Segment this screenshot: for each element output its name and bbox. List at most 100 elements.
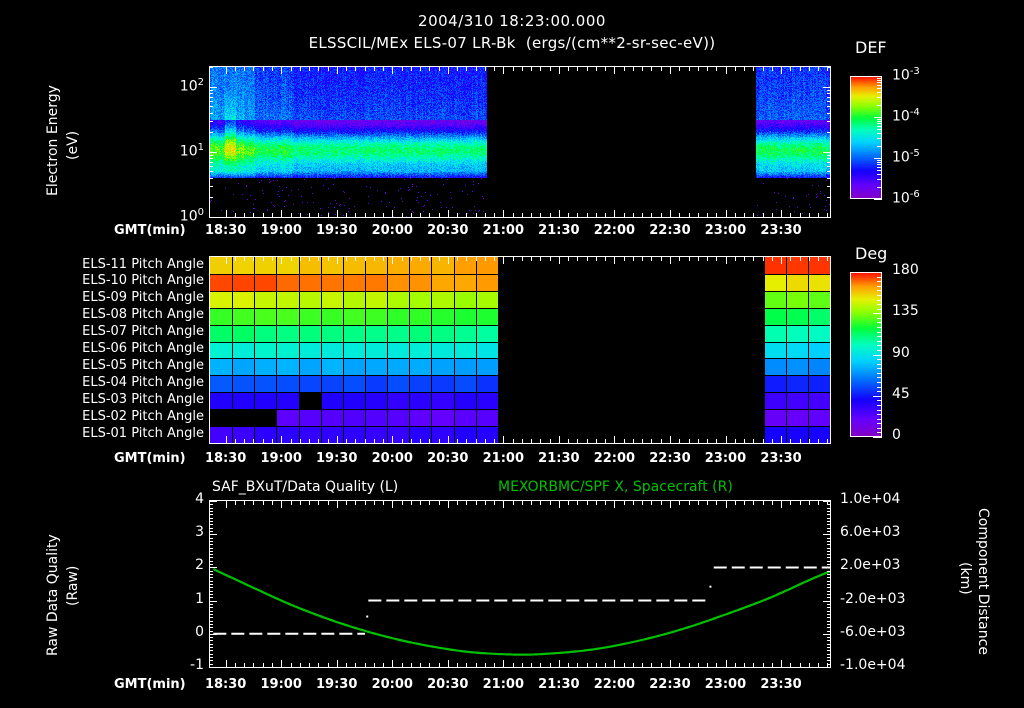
- deg-colorbar-tick: [873, 313, 882, 315]
- x-tick: [271, 257, 273, 261]
- def-colorbar-tick: [877, 138, 882, 140]
- x-tick: [651, 501, 653, 505]
- spectrogram-xtick-label: 23:30: [760, 223, 802, 238]
- ytick-exponent: 2: [197, 76, 204, 88]
- y-tick-left: [209, 587, 213, 589]
- line-ylabel-line1: Raw Data Quality: [45, 534, 61, 656]
- x-tick: [364, 663, 366, 667]
- pitch-angle-row-label: ELS-08 Pitch Angle: [82, 307, 204, 323]
- x-tick: [429, 663, 431, 667]
- x-tick: [392, 436, 394, 443]
- y-tick: [827, 177, 831, 179]
- line-xtick-label: 20:00: [371, 677, 413, 692]
- pitch-angle-xtick-label: 20:30: [427, 451, 469, 466]
- x-tick: [716, 501, 718, 505]
- x-tick: [494, 439, 496, 443]
- x-tick: [271, 213, 273, 217]
- x-tick: [660, 213, 662, 217]
- x-tick: [429, 257, 431, 261]
- spectrogram-xtick-label: 23:00: [704, 223, 747, 238]
- x-tick: [799, 439, 801, 443]
- y-tick-left: [209, 557, 213, 559]
- x-tick: [290, 439, 292, 443]
- y-tick: [209, 161, 213, 163]
- x-tick: [558, 67, 560, 74]
- x-tick: [586, 439, 588, 443]
- x-tick: [568, 439, 570, 443]
- y-tick-left: [209, 637, 213, 639]
- x-tick: [484, 213, 486, 217]
- pitch-angle-xtick-label: 21:00: [482, 451, 525, 466]
- y-tick-left: [209, 607, 213, 609]
- y-tick-right: [823, 600, 831, 602]
- x-tick: [281, 436, 283, 443]
- y-tick-right: [823, 501, 831, 502]
- y-tick-left: [209, 577, 213, 579]
- x-tick: [346, 67, 347, 71]
- y-tick-right: [827, 650, 831, 652]
- x-tick: [392, 257, 394, 264]
- x-tick: [355, 663, 357, 667]
- x-tick: [595, 67, 597, 71]
- x-tick: [660, 663, 662, 667]
- deg-colorbar-tick: [877, 414, 882, 416]
- x-tick: [753, 663, 755, 667]
- y-tick: [209, 171, 213, 173]
- y-tick: [827, 112, 831, 114]
- x-tick: [827, 439, 829, 443]
- y-tick-left: [209, 660, 213, 662]
- x-tick: [799, 257, 801, 261]
- y-tick-left: [209, 584, 213, 585]
- x-tick: [494, 663, 496, 667]
- spectrogram-xaxis-label: GMT(min): [114, 223, 186, 238]
- x-tick: [410, 67, 412, 71]
- x-tick: [632, 663, 634, 667]
- x-tick: [549, 501, 551, 505]
- x-tick: [466, 663, 468, 667]
- x-tick: [725, 210, 727, 217]
- y-tick: [827, 171, 831, 173]
- y-tick: [827, 106, 831, 108]
- x-tick: [383, 213, 384, 217]
- y-tick: [209, 166, 213, 168]
- def-colorbar-tick: [877, 174, 882, 176]
- y-tick-right: [827, 577, 831, 579]
- deg-colorbar-tick: [877, 290, 882, 292]
- x-tick: [632, 257, 634, 261]
- x-tick: [355, 213, 357, 217]
- x-tick: [818, 67, 819, 71]
- x-tick: [669, 501, 671, 508]
- x-tick: [577, 501, 579, 505]
- x-tick: [632, 501, 634, 505]
- x-tick: [605, 67, 607, 71]
- def-colorbar-tick: [877, 104, 882, 106]
- y-tick-right: [827, 630, 831, 632]
- x-tick: [651, 439, 653, 443]
- deg-colorbar-tick: [873, 272, 882, 273]
- x-tick: [734, 663, 736, 667]
- y-tick-left: [209, 544, 213, 546]
- x-tick: [679, 439, 681, 443]
- y-tick-left: [209, 504, 213, 506]
- x-tick: [707, 663, 708, 667]
- x-tick: [697, 67, 699, 71]
- line-xtick-label: 18:30: [204, 677, 247, 692]
- x-tick: [642, 663, 644, 667]
- y-tick-left: [209, 603, 213, 605]
- x-tick: [438, 213, 440, 217]
- y-tick-left: [209, 610, 213, 612]
- x-tick: [827, 257, 829, 261]
- y-tick-right: [827, 507, 831, 509]
- x-tick: [790, 663, 792, 667]
- y-tick-left: [209, 574, 213, 575]
- y-tick: [209, 217, 217, 218]
- x-tick: [605, 439, 607, 443]
- x-tick: [799, 213, 801, 217]
- x-tick: [262, 257, 264, 261]
- def-colorbar-tick: [877, 167, 882, 169]
- def-colorbar-tick: [874, 117, 882, 118]
- line-y2tick-label: -1.0e+04: [840, 657, 906, 673]
- deg-colorbar-tick: [877, 386, 882, 388]
- x-tick: [808, 67, 810, 71]
- x-tick: [762, 67, 764, 71]
